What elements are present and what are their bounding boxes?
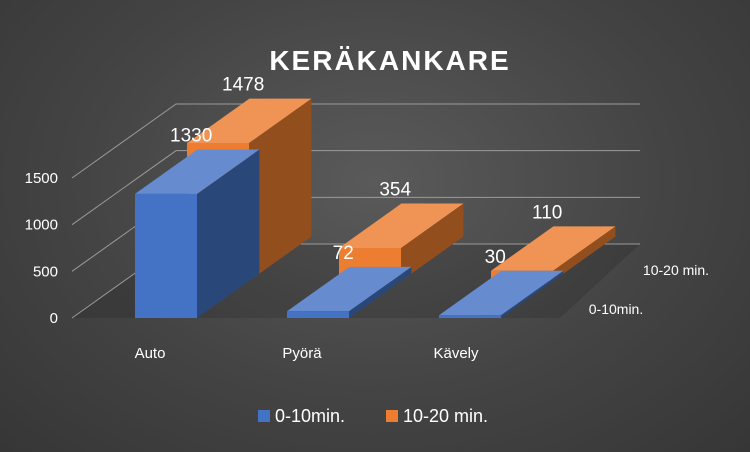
series-axis-label: 10-20 min. (643, 262, 709, 278)
gridline (71, 150, 640, 226)
x-tick-label: Auto (135, 345, 166, 362)
legend-swatch (386, 410, 398, 422)
bar-top (287, 266, 412, 312)
bar-side (553, 226, 616, 281)
chart-title: KERÄKANKARE (269, 45, 510, 76)
bars: 1478 354 110 1330 72 30 (135, 75, 616, 318)
data-label: 1330 (170, 125, 212, 146)
data-label: 72 (333, 243, 354, 264)
legend-item: 0-10min. (258, 406, 345, 426)
bar-front (135, 193, 197, 318)
legend-item: 10-20 min. (386, 406, 488, 426)
bar-side (249, 98, 312, 281)
data-label: 1478 (222, 75, 264, 96)
bar-top (187, 98, 312, 144)
legend-label: 0-10min. (275, 406, 345, 426)
bar-top (135, 149, 260, 194)
series-axis: 0-10min. 10-20 min. (589, 262, 709, 317)
data-label: 30 (485, 247, 506, 268)
y-axis: 0 500 1000 1500 (25, 170, 58, 327)
bar-top (439, 270, 564, 316)
bar-side (349, 266, 412, 318)
y-tick-label: 0 (50, 310, 58, 327)
y-tick-label: 500 (33, 263, 58, 280)
bar-front (287, 311, 349, 318)
bar-front (439, 315, 501, 318)
x-tick-label: Pyörä (282, 345, 322, 362)
series-axis-label: 0-10min. (589, 301, 643, 317)
y-tick-label: 1500 (25, 170, 58, 187)
bar-side (501, 270, 564, 318)
x-axis: Auto Pyörä Kävely (135, 345, 479, 362)
legend: 0-10min. 10-20 min. (258, 406, 488, 426)
gridline (71, 103, 640, 179)
y-tick-label: 1000 (25, 217, 58, 234)
data-label: 110 (532, 202, 562, 223)
bar-top (491, 226, 616, 271)
bar-kävely-front: 30 (439, 247, 564, 318)
bar-side (197, 149, 260, 318)
bar-pyörä-front: 72 (287, 243, 412, 318)
legend-label: 10-20 min. (403, 406, 488, 426)
bar-side (401, 203, 464, 281)
legend-swatch (258, 410, 270, 422)
bar-top (339, 203, 464, 248)
x-tick-label: Kävely (433, 345, 479, 362)
data-label: 354 (379, 180, 411, 201)
bar-auto-front: 1330 (135, 125, 260, 318)
